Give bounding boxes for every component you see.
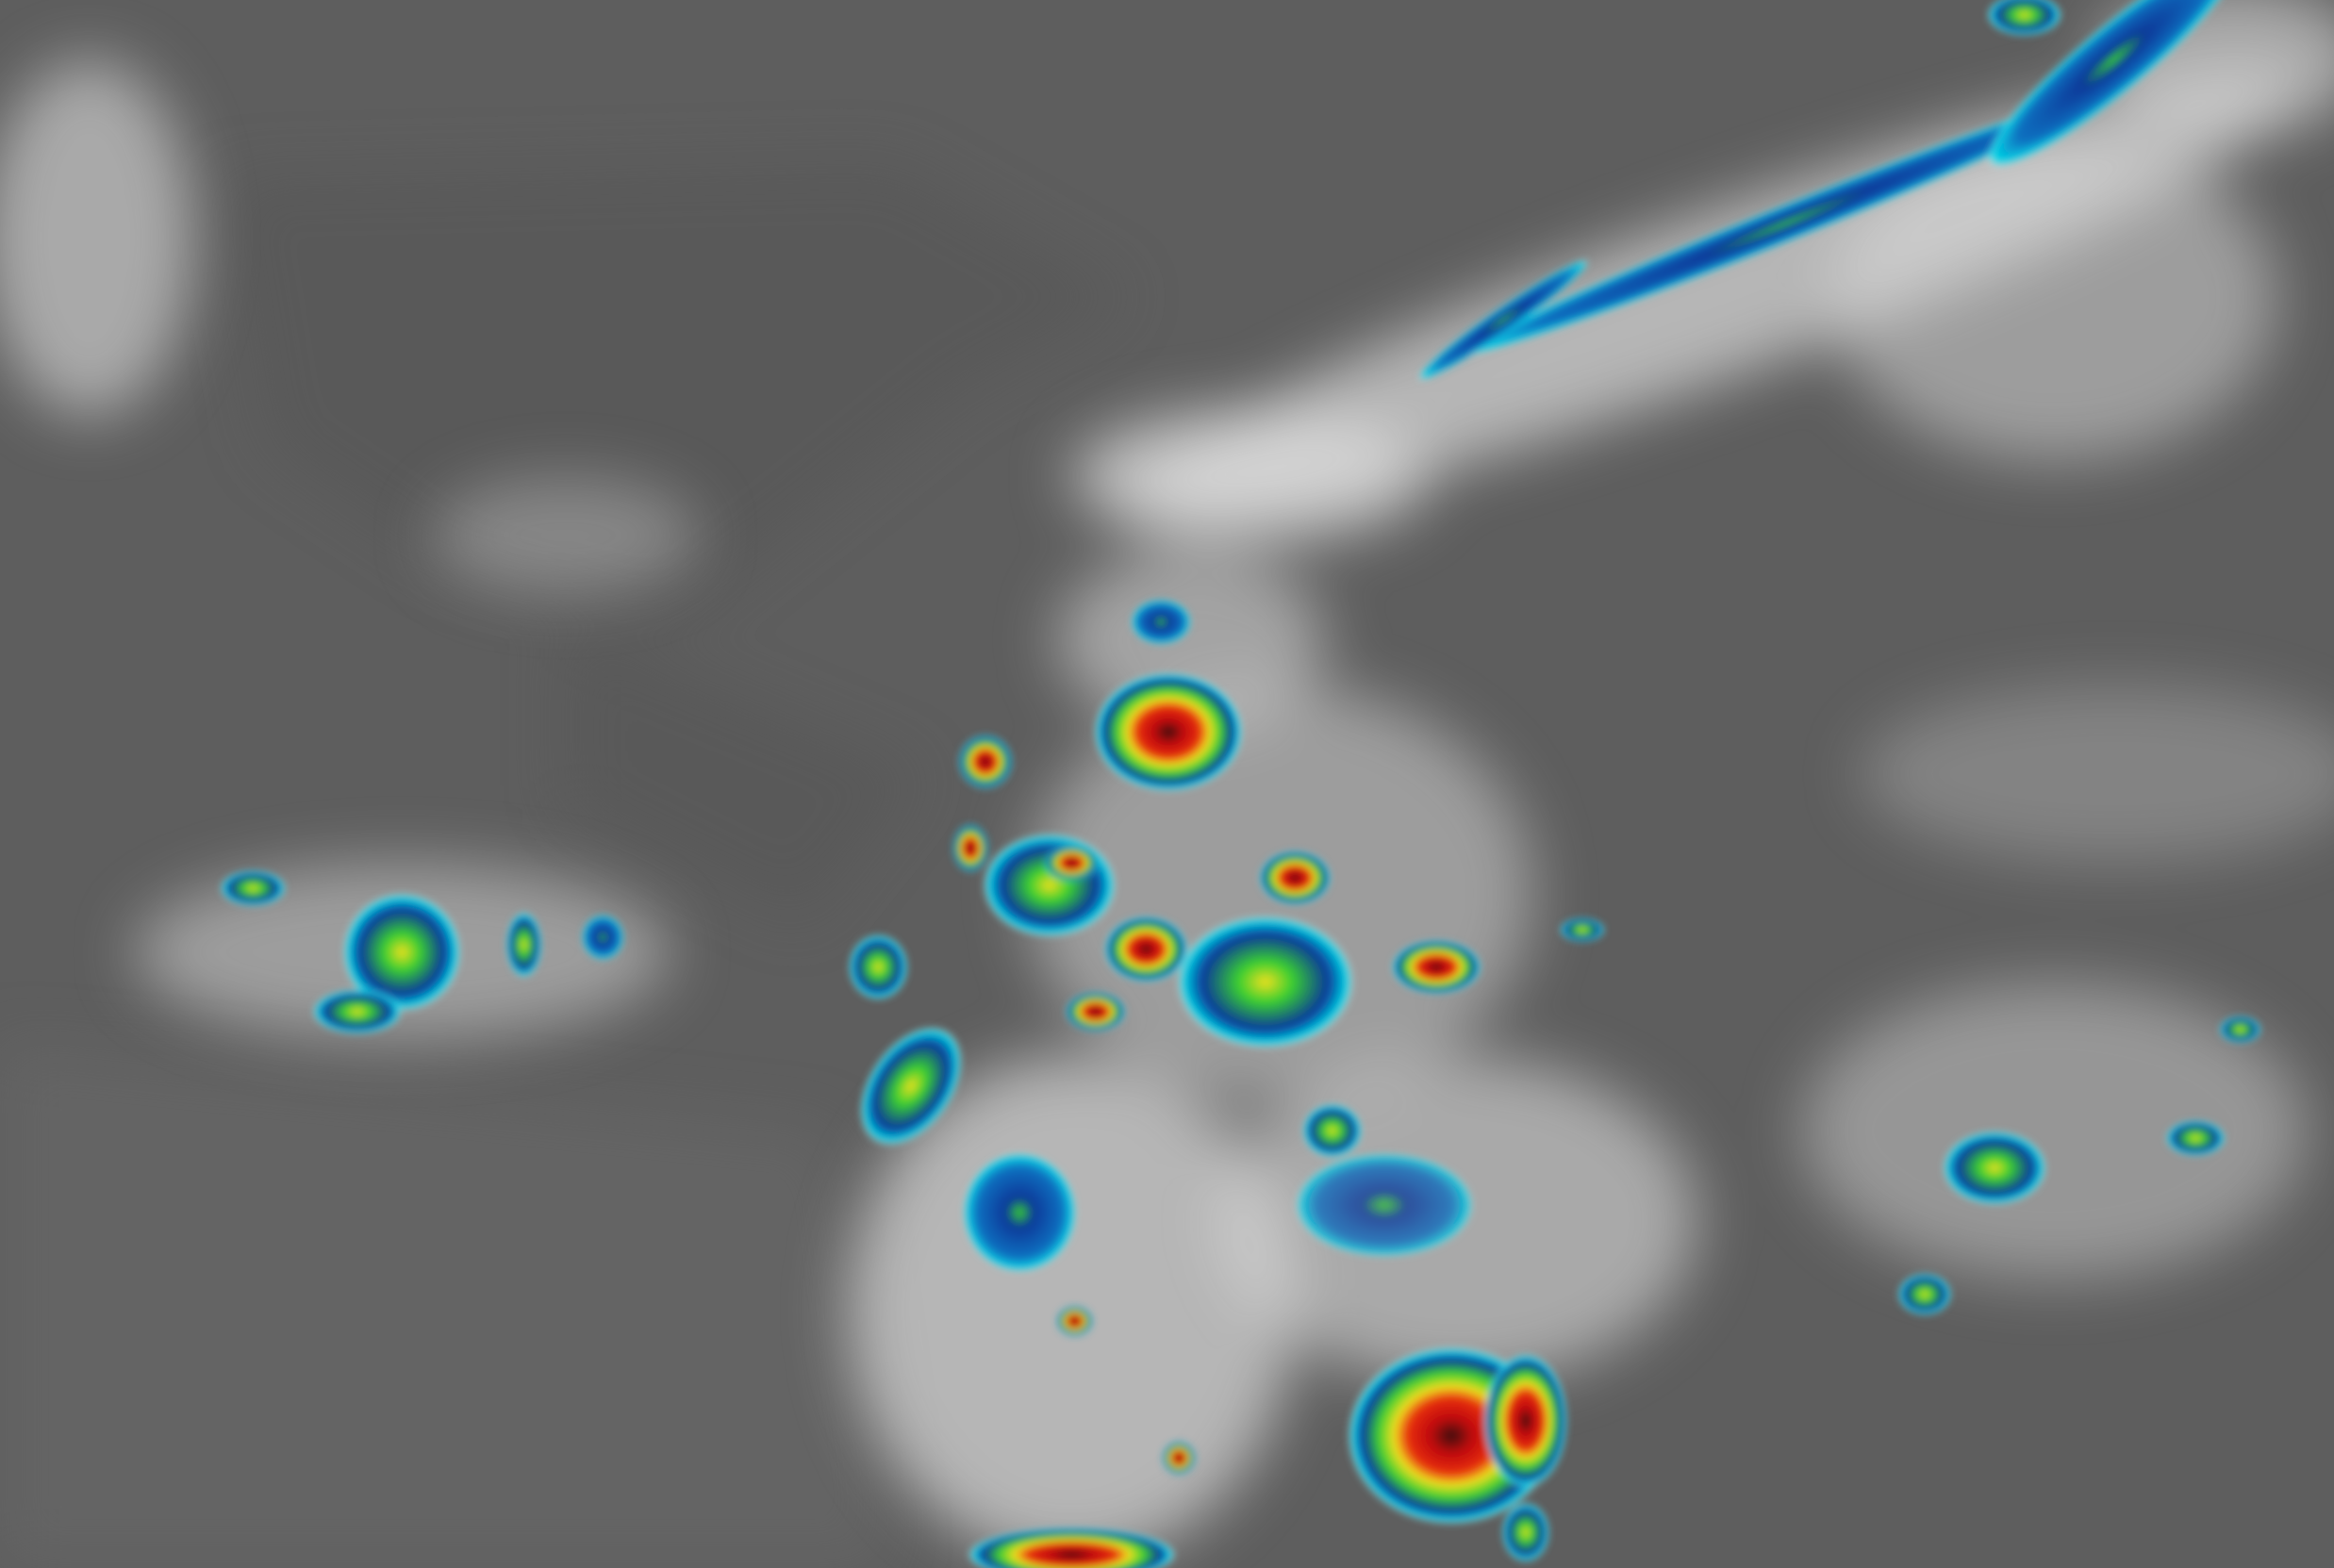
storm-cell xyxy=(1056,1306,1093,1336)
storm-cell xyxy=(1259,850,1332,905)
storm-cell xyxy=(1094,672,1244,792)
storm-band xyxy=(1986,0,2242,168)
storm-cell xyxy=(1987,0,2062,36)
storm-cell xyxy=(2165,1120,2226,1156)
convective-cells xyxy=(220,0,2261,1568)
storm-cell xyxy=(220,870,287,906)
storm-cell xyxy=(982,833,1117,938)
storm-cell xyxy=(2219,1015,2261,1044)
storm-cell xyxy=(859,1026,963,1147)
storm-cell xyxy=(505,912,542,978)
storm-cell xyxy=(1045,845,1099,882)
storm-cell xyxy=(1942,1131,2047,1206)
storm-cell xyxy=(312,989,403,1034)
storm-cell xyxy=(1295,1152,1474,1258)
storm-cell xyxy=(1501,1502,1550,1562)
storm-band xyxy=(1417,259,1590,381)
storm-cell xyxy=(848,933,908,1000)
storm-cell xyxy=(1066,992,1126,1032)
storm-cell xyxy=(1162,1441,1196,1475)
storm-cell xyxy=(1131,599,1191,645)
storm-cell xyxy=(1483,1353,1568,1488)
storm-cell xyxy=(1560,917,1605,942)
storm-cell xyxy=(1391,940,1482,994)
storm-cell xyxy=(1104,916,1188,982)
storm-band xyxy=(1454,88,2118,358)
storm-cell xyxy=(582,915,624,960)
storm-cell xyxy=(1302,1103,1363,1158)
storm-cell xyxy=(342,892,462,1012)
storm-cell xyxy=(963,1152,1077,1273)
storm-cell xyxy=(958,734,1013,789)
storm-cell xyxy=(1897,1273,1952,1315)
storm-cell xyxy=(952,824,989,872)
storm-cell xyxy=(1175,915,1355,1049)
storm-cell xyxy=(968,1527,1176,1568)
